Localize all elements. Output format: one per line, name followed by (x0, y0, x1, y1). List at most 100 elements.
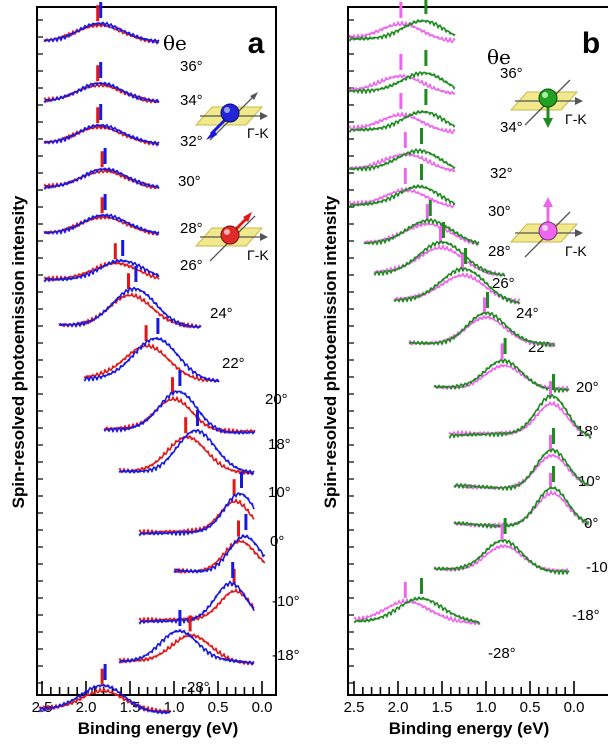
panel-a-marker-34°-spin-down (143, 99, 147, 102)
panel-b-marker-26°-spin-down (447, 227, 451, 230)
panel-b-marker-10°-spin-down (576, 426, 580, 430)
panel-b-marker-10°-spin-down (528, 419, 532, 422)
panel-a-marker-34°-spin-down (51, 98, 55, 102)
panel-a-marker-30°-spin-down (99, 169, 103, 172)
panel-b-marker-32°-spin-up (428, 124, 432, 128)
panel-a-marker-18°-spin-up (170, 442, 174, 446)
panel-b-marker-34°-spin-down (436, 75, 440, 79)
panel-b-marker-30°-spin-up (428, 158, 432, 162)
panel-b-marker--18°-spin-down (449, 568, 453, 571)
panel-a-marker-10°-spin-down (182, 533, 186, 537)
panel-a-marker-26°-spin-down (99, 267, 103, 271)
panel-b-marker--18°-spin-down (477, 556, 481, 560)
panel-a-marker-26°-spin-up (119, 262, 123, 265)
panel-b-marker-20°-spin-down (532, 342, 536, 346)
panel-a-marker-10°-spin-up (198, 526, 202, 529)
panel-a-marker-34°-spin-down (87, 86, 91, 90)
panel-b-marker-22°-spin-up (409, 294, 413, 298)
panel-a-marker-20°-spin-down (127, 428, 131, 431)
panel-a-marker--28°-spin-down (130, 702, 134, 706)
panel-b-marker-0°-spin-down (509, 488, 513, 491)
panel-b-marker-28°-spin-down (440, 197, 444, 201)
panel-b-marker-34°-spin-up (424, 80, 428, 84)
panel-a-marker--18°-spin-down (206, 653, 210, 656)
panel-a-marker--18°-spin-down (150, 651, 154, 654)
panel-a-marker-36°-spin-down (55, 39, 59, 43)
panel-b-marker-10°-spin-up (540, 407, 544, 411)
panel-b-marker--10°-spin-down (549, 487, 553, 490)
panel-a-marker-20°-spin-down (143, 420, 147, 423)
panel-a-marker-10°-spin-up (150, 528, 154, 532)
panel-b-marker-28°-spin-down (364, 202, 368, 206)
panel-b-marker--18°-spin-down (433, 567, 437, 571)
panel-b-marker-30°-spin-up (412, 153, 416, 157)
panel-a-marker-0°-spin-down (173, 571, 177, 574)
panel-a-marker-10°-spin-up (146, 528, 150, 532)
panel-a-marker--10°-spin-down (246, 600, 250, 603)
panel-b-marker-36°-spin-up (372, 31, 376, 34)
panel-b-marker-32°-spin-up (388, 114, 392, 118)
panel-a-marker-30°-spin-down (119, 172, 123, 176)
panel-b-marker-26°-spin-down (435, 222, 439, 226)
panel-b-marker-30°-spin-down (420, 151, 424, 155)
panel-a-marker-20°-spin-down (167, 396, 171, 400)
panel-b-marker-20°-spin-up (480, 316, 484, 320)
panel-a-marker-28°-spin-down (131, 224, 135, 227)
panel-a-theta-label: θe (163, 31, 187, 55)
panel-a-marker-18°-spin-down (178, 441, 182, 445)
panel-b-marker-32°-spin-down (396, 122, 400, 125)
panel-a-marker-32°-spin-down (107, 127, 111, 131)
panel-a-marker-22°-spin-down (127, 359, 131, 362)
panel-a-marker--28°-spin-up (118, 695, 122, 698)
panel-a-marker--10°-spin-up (234, 588, 238, 591)
panel-a-marker-22°-spin-down (159, 338, 163, 342)
panel-b-marker-26°-spin-down (411, 224, 415, 228)
panel-b-marker-30°-spin-up (396, 153, 400, 157)
panel-b-marker-10°-spin-down (460, 434, 464, 438)
panel-a-marker--28°-spin-down (70, 699, 74, 703)
panel-b-marker-30°-spin-up (436, 163, 440, 166)
panel-b-marker-32°-spin-up (396, 111, 400, 115)
panel-b-marker--18°-spin-down (461, 568, 465, 571)
panel-a-marker-24°-spin-down (126, 291, 130, 294)
panel-b-marker-24°-spin-up (425, 250, 429, 254)
panel-a-marker-10°-spin-up (138, 528, 142, 532)
panel-a-marker-10°-spin-down (218, 515, 222, 518)
panel-b-marker-22°-spin-down (453, 271, 457, 275)
panel-b-marker-28°-spin-up (404, 186, 408, 190)
panel-a-marker--10°-spin-down (222, 587, 226, 590)
panel-a-marker-20°-spin-up (191, 410, 195, 414)
panel-b-marker-10°-spin-down (452, 436, 456, 439)
panel-a-marker-26°-spin-down (147, 271, 151, 275)
panel-b-marker-34°-spin-up (436, 87, 440, 90)
panel-a-marker-26°-spin-up (95, 264, 99, 268)
panel-b-marker-22°-spin-up (473, 275, 477, 279)
panel-b-marker--18°-spin-down (545, 569, 549, 573)
panel-a-marker-0°-spin-down (185, 570, 189, 573)
panel-b-marker-26°-spin-down (399, 232, 403, 235)
panel-a-marker-10°-spin-up (194, 526, 198, 530)
panel-a-marker-10°-spin-down (210, 523, 214, 527)
panel-b-marker-30°-spin-down (404, 153, 408, 157)
panel-b-marker-10°-spin-up (508, 429, 512, 432)
panel-b-marker-34°-spin-up (428, 83, 432, 86)
panel-a-marker--18°-spin-up (166, 645, 170, 648)
panel-b-marker-24°-spin-up (417, 256, 421, 259)
panel-b-marker-0°-spin-down (545, 451, 549, 455)
panel-a-marker-24°-spin-up (86, 318, 90, 321)
panel-a-marker--10°-spin-down (214, 596, 218, 599)
panel-b-marker--28°-spin-down (373, 618, 377, 621)
panel-b-marker--18°-spin-down (517, 550, 521, 554)
panel-a-marker--10°-spin-down (158, 619, 162, 623)
panel-b-marker--28°-spin-down (405, 601, 409, 605)
panel-b-marker-34°-spin-down (380, 87, 384, 91)
panel-b-marker--18°-spin-down (489, 544, 493, 548)
panel-a-marker-32°-spin-down (127, 134, 131, 138)
panel-a-marker-22°-spin-down (87, 379, 91, 383)
panel-a-marker-36°-spin-down (127, 32, 131, 36)
panel-a-marker-26°-spin-down (139, 268, 143, 271)
panel-b-marker-20°-spin-down (496, 319, 500, 322)
panel-b-marker-0°-spin-down (489, 486, 493, 489)
panel-b-marker--18°-spin-up (485, 551, 489, 555)
panel-b-marker-24°-spin-up (449, 247, 453, 250)
